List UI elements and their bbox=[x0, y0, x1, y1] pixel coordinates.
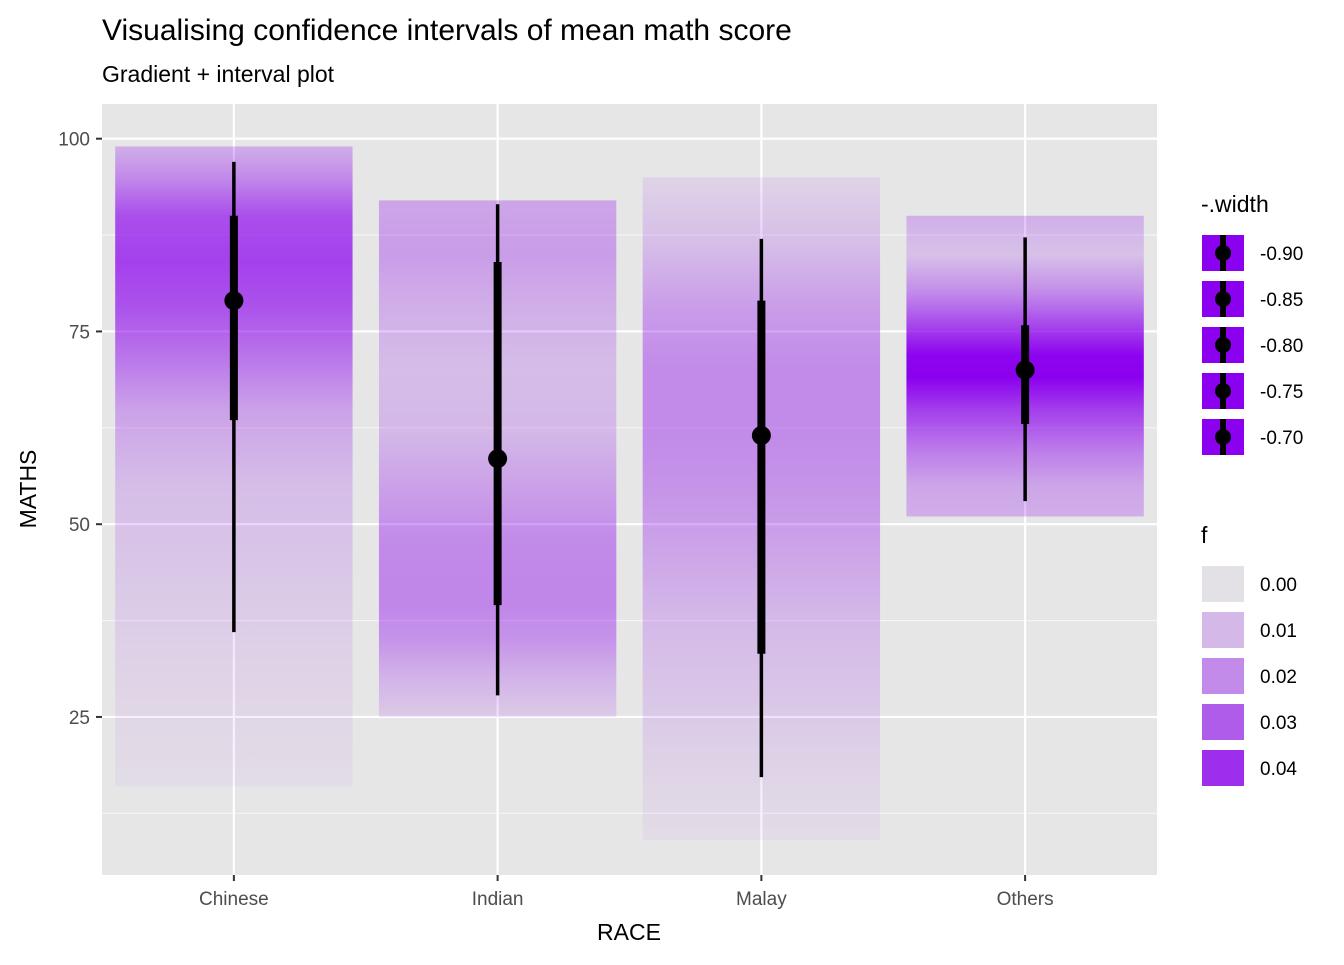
y-axis-title: MATHS bbox=[15, 450, 41, 529]
interval-marks bbox=[224, 161, 1035, 778]
legend-f-label: 0.02 bbox=[1260, 667, 1297, 688]
legend-f-key-bg bbox=[1200, 564, 1246, 604]
legend-width-key-point bbox=[1215, 337, 1231, 353]
x-axis-title: RACE bbox=[597, 919, 661, 945]
legend-width-key-point bbox=[1215, 429, 1231, 445]
legend-width-label: -0.70 bbox=[1260, 428, 1303, 449]
legend-width-label: -0.80 bbox=[1260, 336, 1303, 357]
point-estimate-malay bbox=[751, 426, 771, 446]
legend-f: f 0.00 0.01 0.02 0.03 0.04 bbox=[1200, 522, 1297, 788]
point-estimate-chinese bbox=[224, 291, 244, 311]
legend-width-label: -0.85 bbox=[1260, 290, 1303, 311]
y-axis: 25 50 75 100 bbox=[58, 130, 102, 729]
x-tick-label: Others bbox=[997, 889, 1054, 910]
legend-width: -.width -0.90 -0.85 -0.80 -0.75 -0.70 bbox=[1200, 191, 1303, 457]
legend-width-label: -0.90 bbox=[1260, 244, 1303, 265]
y-tick-label: 50 bbox=[69, 515, 90, 536]
legend-f-label: 0.01 bbox=[1260, 621, 1297, 642]
y-tick-label: 100 bbox=[58, 130, 90, 151]
legend-width-title: -.width bbox=[1201, 191, 1269, 217]
legend-f-label: 0.03 bbox=[1260, 713, 1297, 734]
legend-f-label: 0.00 bbox=[1260, 575, 1297, 596]
legend-f-label: 0.04 bbox=[1260, 759, 1297, 780]
x-tick-label: Malay bbox=[736, 889, 787, 910]
y-tick-label: 75 bbox=[69, 322, 90, 343]
legend-f-key bbox=[1200, 610, 1246, 650]
y-tick-label: 25 bbox=[69, 708, 90, 729]
chart-title: Visualising confidence intervals of mean… bbox=[102, 14, 792, 47]
x-tick-label: Chinese bbox=[199, 889, 269, 910]
point-estimate-indian bbox=[488, 449, 508, 469]
x-tick-label: Indian bbox=[472, 889, 524, 910]
legend-f-key bbox=[1200, 702, 1246, 742]
legend-f-key bbox=[1200, 656, 1246, 696]
point-estimate-others bbox=[1015, 360, 1035, 380]
legend-width-key-point bbox=[1215, 245, 1231, 261]
chart-subtitle: Gradient + interval plot bbox=[102, 61, 335, 87]
legend-f-key bbox=[1200, 564, 1246, 604]
legend-width-key-point bbox=[1215, 291, 1231, 307]
x-axis: Chinese Indian Malay Others bbox=[199, 875, 1054, 910]
legend-width-key-point bbox=[1215, 383, 1231, 399]
legend-f-key bbox=[1200, 748, 1246, 788]
legend-f-title: f bbox=[1201, 522, 1208, 548]
legend-width-label: -0.75 bbox=[1260, 382, 1303, 403]
